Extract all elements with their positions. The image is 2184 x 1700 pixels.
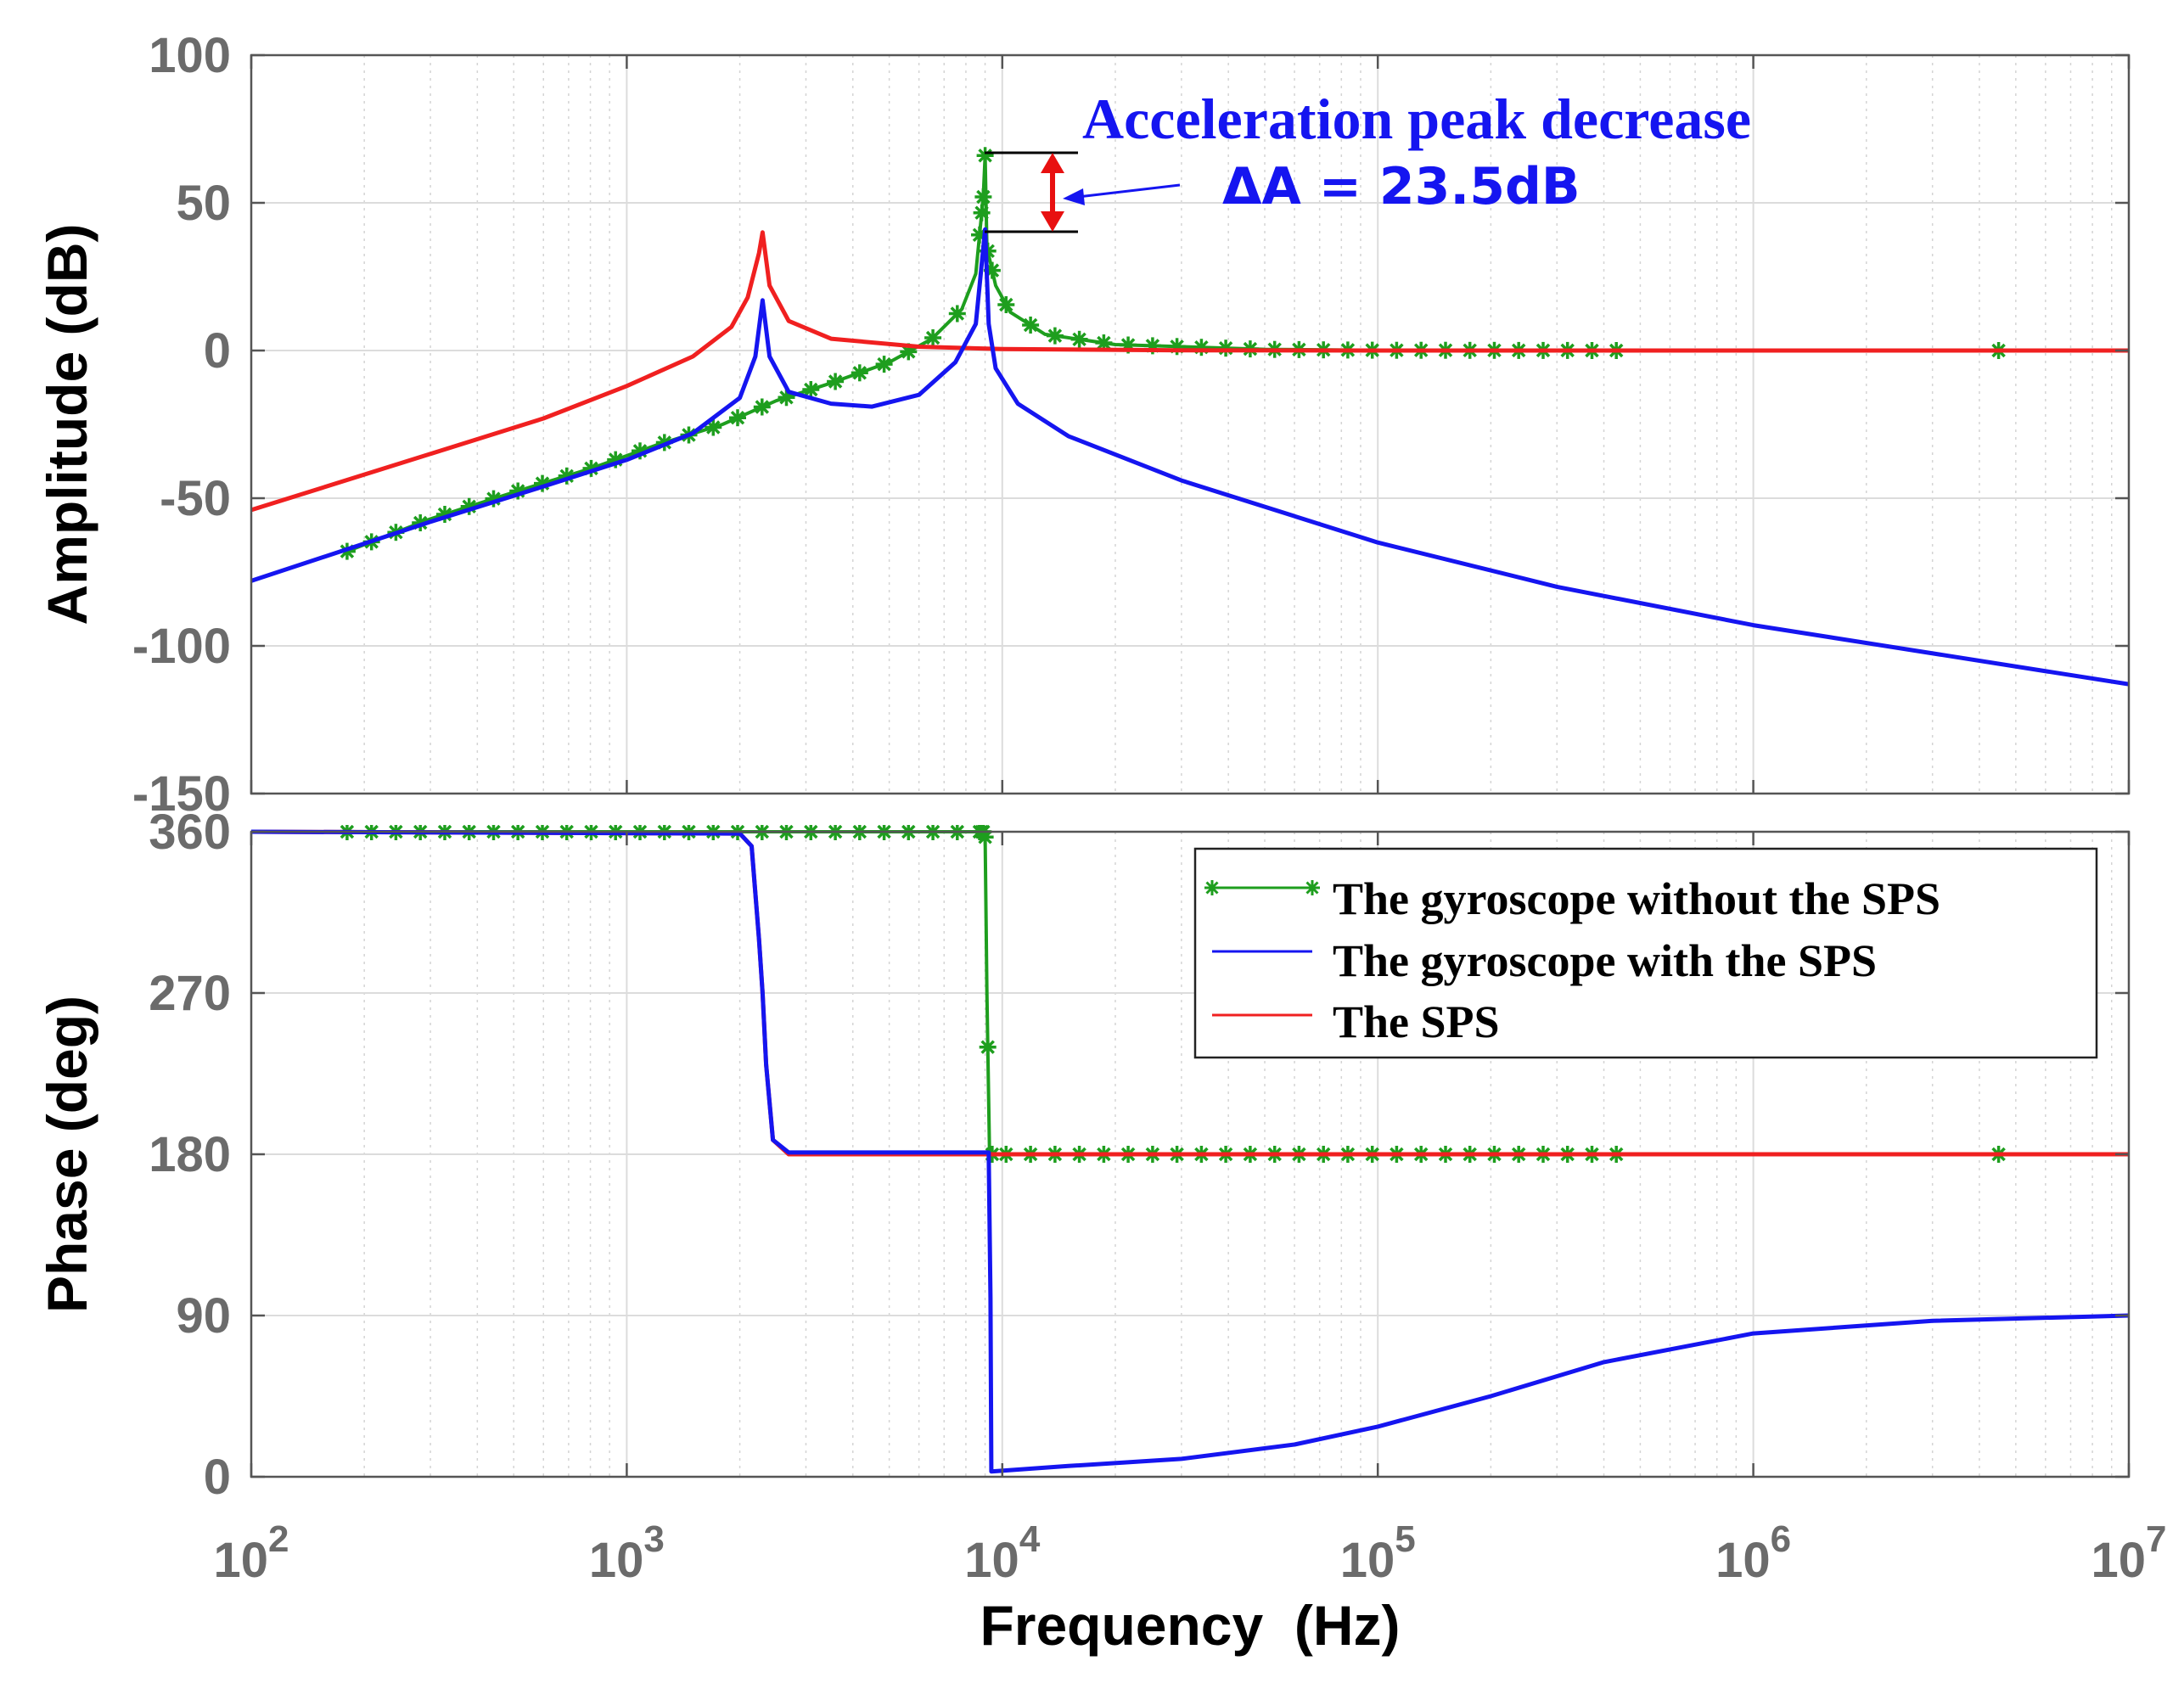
amplitude-star-marker [875,356,893,373]
phase-y-tick-label: 0 [204,1450,231,1505]
amplitude-star-marker [802,381,820,398]
legend-entry-sps: The SPS [1212,996,1500,1047]
amplitude-series-line-sps [251,230,2129,513]
amplitude-star-marker [851,364,868,382]
delta-arrow-head-up [1041,153,1064,173]
phase-star-marker [979,1038,997,1056]
delta-arrow-head-down [1041,211,1064,232]
amplitude-y-tick-label: 100 [149,28,231,83]
amplitude-series-group [251,147,2129,687]
x-tick-label: 105 [1340,1518,1416,1588]
annotation-delta-value: ΔA = 23.5dB [1222,157,1580,216]
phase-y-tick-label: 180 [149,1127,231,1182]
amplitude-y-tick-label: -150 [132,766,231,822]
amplitude-series-line-gyro-with-sps [251,227,2129,687]
legend-box [1193,847,2098,1059]
amplitude-star-marker [827,373,845,390]
amplitude-plot-area [251,55,2129,794]
grid-layer [251,55,2129,1477]
axes-frame-layer [250,53,2131,1478]
amplitude-y-tick-label: -50 [160,471,231,526]
amplitude-star-marker [1070,330,1088,348]
x-tick-label: 103 [589,1518,665,1588]
phase-y-tick-label: 90 [176,1288,231,1344]
legend-label-gyro-without-sps: The gyroscope without the SPS [1333,873,1940,924]
annotation-title: Acceleration peak decrease [1082,87,1751,151]
amplitude-star-marker [948,305,966,323]
legend-entry-gyro-without-sps: The gyroscope without the SPS [1204,873,1940,924]
legend-entry-gyro-with-sps: The gyroscope with the SPS [1212,935,1877,986]
phase-series-line-gyro-with-sps [251,829,2129,1474]
phase-y-tick-label: 270 [149,966,231,1021]
x-axis-label: Frequency (Hz) [980,1594,1400,1657]
x-tick-label: 104 [964,1518,1041,1588]
x-tick-label: 102 [214,1518,289,1588]
amplitude-star-marker [973,204,991,222]
amplitude-star-marker [1168,338,1186,356]
amplitude-star-marker [1193,339,1210,356]
legend-label-sps: The SPS [1333,996,1500,1047]
x-tick-label: 107 [2091,1518,2167,1588]
amplitude-star-marker [924,329,942,346]
amplitude-star-marker [753,398,771,416]
legend: The gyroscope without the SPS The gyrosc… [1193,847,2098,1059]
amplitude-y-tick-label: 0 [204,323,231,379]
y-axis-label-phase: Phase (deg) [36,996,98,1313]
legend-star-marker-right [1305,880,1320,895]
amplitude-star-marker [974,188,992,205]
amplitude-star-marker [976,147,994,165]
phase-y-tick-label: 360 [149,805,231,860]
pointer-arrow-line [1077,183,1181,199]
amplitude-star-marker [997,296,1015,313]
amplitude-star-marker [1217,339,1235,357]
legend-star-marker-left [1204,880,1220,895]
legend-label-gyro-with-sps: The gyroscope with the SPS [1333,935,1877,986]
amplitude-star-marker [729,409,746,427]
amplitude-star-marker [1046,327,1064,345]
amplitude-y-tick-label: 50 [176,176,231,231]
pointer-arrow-head [1063,188,1085,205]
amplitude-y-tick-label: -100 [132,619,231,674]
amplitude-axes-frame [250,53,2131,795]
amplitude-series-line-gyro-without-sps [346,154,1999,553]
peak-decrease-annotation: Acceleration peak decrease ΔA = 23.5dB [985,87,1751,233]
amplitude-star-marker [1022,317,1040,334]
y-axis-label-amplitude: Amplitude (dB) [36,224,98,626]
x-tick-label: 106 [1715,1518,1791,1588]
